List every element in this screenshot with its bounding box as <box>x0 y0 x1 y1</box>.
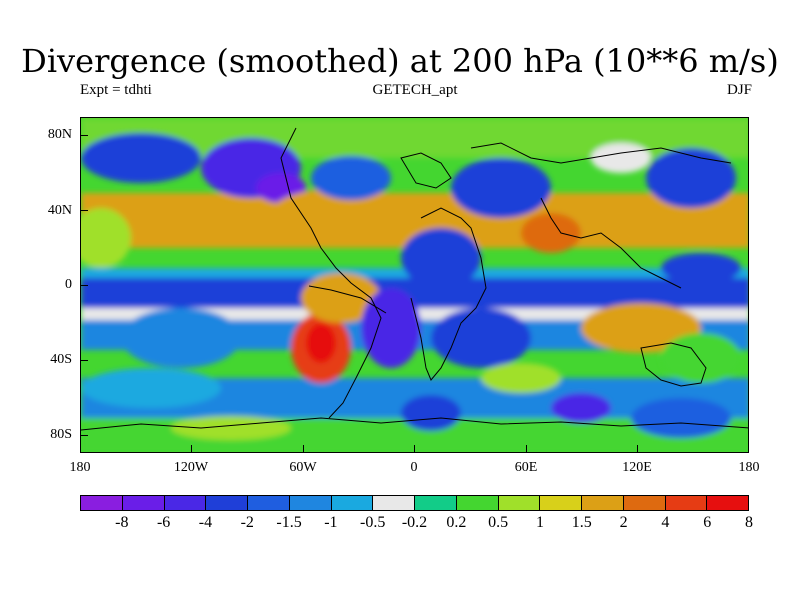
lat-label-40n: 40N <box>47 203 72 218</box>
colorbar-box <box>81 496 123 510</box>
lon-label-180w: 180 <box>69 460 91 475</box>
colorbar-label: -6 <box>156 514 171 531</box>
colorbar-label: 1.5 <box>571 514 592 531</box>
colorbar-label: -0.2 <box>401 514 428 531</box>
colorbar-label: -1.5 <box>276 514 302 531</box>
colorbar-label: 0.5 <box>488 514 509 531</box>
colorbar-box <box>289 496 332 510</box>
colorbar-box <box>623 496 666 510</box>
season-label: DJF <box>726 82 752 98</box>
map-title: Divergence (smoothed) at 200 hPa (10**6 … <box>21 42 779 80</box>
colorbar-label: 1 <box>535 514 544 531</box>
colorbar-label: 0.2 <box>446 514 467 531</box>
lon-tick <box>191 445 192 453</box>
colorbar-label: -1 <box>324 514 338 531</box>
experiment-label: Expt = tdhti <box>80 82 152 98</box>
lon-label-60e: 60E <box>514 460 538 475</box>
colorbar-box <box>122 496 165 510</box>
colorbar-box <box>665 496 708 510</box>
colorbar-box <box>164 496 207 510</box>
lon-tick <box>526 445 527 453</box>
colorbar-box <box>248 496 290 510</box>
colorbar-label: -4 <box>198 514 213 531</box>
lat-tick <box>80 210 88 211</box>
colorbar-box <box>373 496 415 510</box>
lat-label-40s: 40S <box>50 352 72 367</box>
dataset-label: GETECH_apt <box>372 82 458 98</box>
lat-label-80s: 80S <box>50 427 72 442</box>
lon-tick <box>303 445 304 453</box>
lat-tick <box>80 285 88 286</box>
colorbar-label: 8 <box>745 514 753 531</box>
colorbar-label: -8 <box>115 514 129 531</box>
colorbar <box>80 495 749 511</box>
colorbar-label: 6 <box>703 514 712 531</box>
colorbar-box <box>707 496 748 510</box>
lon-label-60w: 60W <box>289 460 317 475</box>
colorbar-box <box>456 496 499 510</box>
lat-tick <box>80 435 88 436</box>
lon-label-0: 0 <box>410 460 418 475</box>
colorbar-box <box>540 496 582 510</box>
lon-tick <box>414 445 415 453</box>
colorbar-box <box>415 496 457 510</box>
colorbar-label: -0.5 <box>360 514 386 531</box>
lat-tick <box>80 135 88 136</box>
lon-label-180e: 180 <box>738 460 760 475</box>
divergence-field-map <box>81 118 748 452</box>
map-plot-area <box>80 117 749 453</box>
colorbar-box <box>498 496 541 510</box>
colorbar-label: -2 <box>240 514 254 531</box>
colorbar-box <box>582 496 624 510</box>
coastlines <box>81 127 748 431</box>
lat-label-80n: 80N <box>47 127 72 142</box>
lat-label-eq: 0 <box>65 277 72 292</box>
colorbar-label: 2 <box>619 514 628 531</box>
colorbar-box <box>331 496 374 510</box>
lon-label-120e: 120E <box>622 460 652 475</box>
colorbar-label: 4 <box>661 514 670 531</box>
colorbar-box <box>206 496 248 510</box>
lat-tick <box>80 360 88 361</box>
lon-tick <box>637 445 638 453</box>
lon-label-120w: 120W <box>173 460 209 475</box>
